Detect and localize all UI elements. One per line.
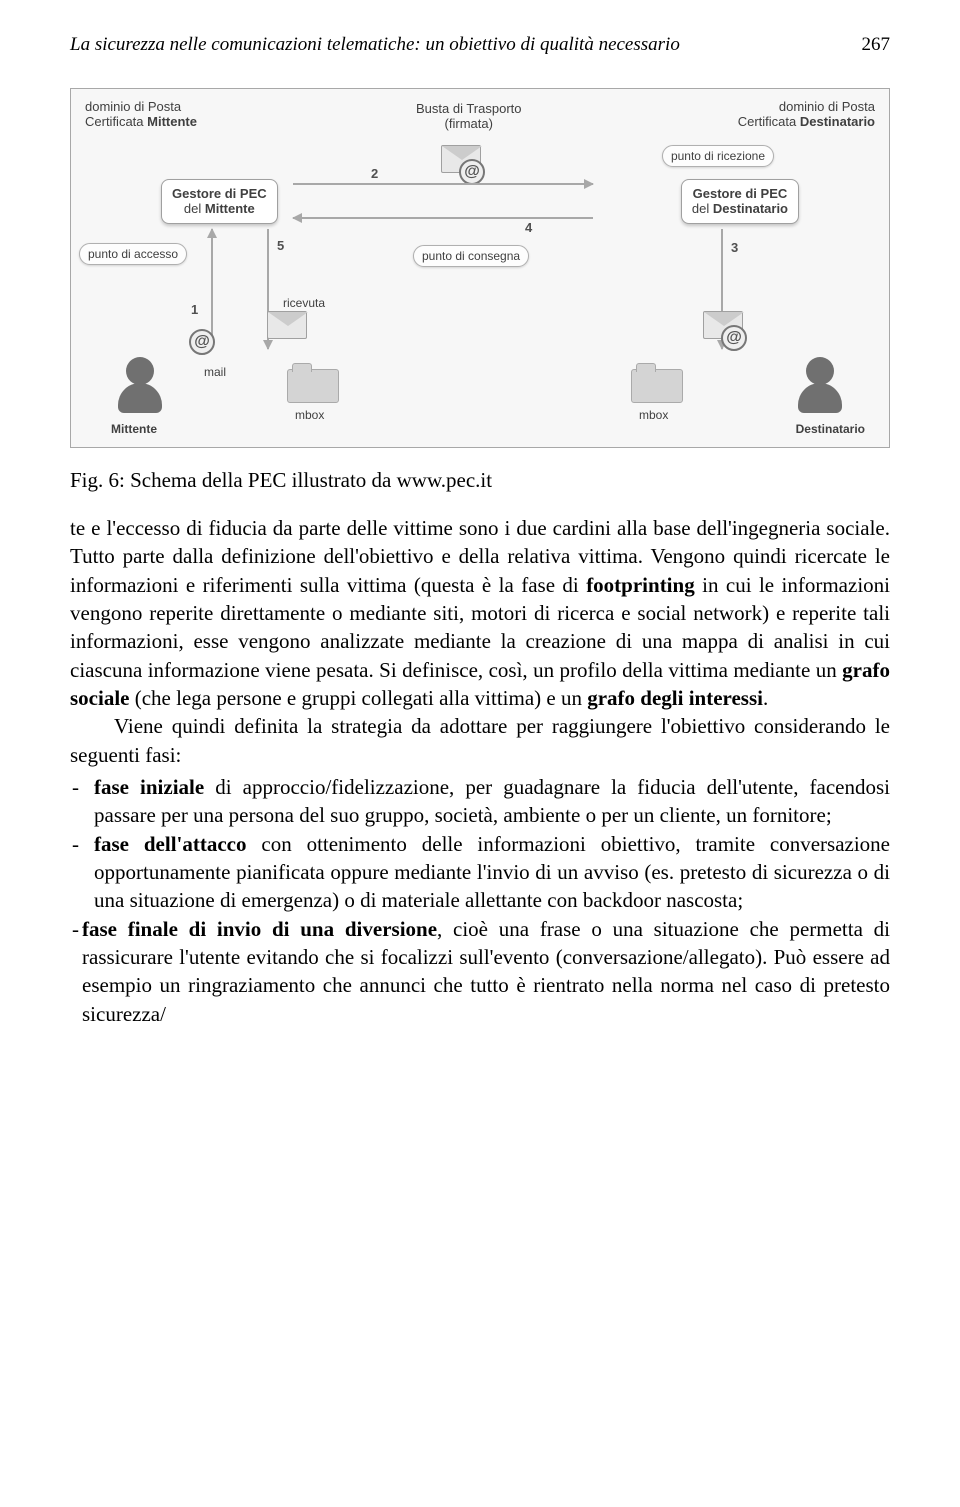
at-sign3-icon: @ — [721, 325, 747, 351]
step3-number: 3 — [731, 239, 738, 257]
mbox-left-label: mbox — [295, 407, 324, 423]
list-item: - fase iniziale di approccio/fidelizzazi… — [70, 773, 890, 830]
domain-sender-label: dominio di Posta Certificata Mittente — [85, 99, 197, 130]
step5-number: 5 — [277, 237, 284, 255]
paragraph-1: te e l'eccesso di fiducia da parte delle… — [70, 514, 890, 712]
pec-diagram: dominio di Posta Certificata Mittente do… — [70, 88, 890, 448]
domain-recipient-label: dominio di Posta Certificata Destinatari… — [738, 99, 875, 130]
phase-list: - fase iniziale di approccio/fidelizzazi… — [70, 773, 890, 1028]
step1-number: 1 — [191, 301, 198, 319]
bullet-dash: - — [70, 915, 82, 1028]
person-destinatario-icon — [795, 357, 845, 417]
page-number: 267 — [862, 32, 891, 58]
at-sign-icon: @ — [459, 159, 485, 185]
step4-number: 4 — [525, 219, 532, 237]
ricevuta-label: ricevuta — [283, 295, 325, 311]
destinatario-label: Destinatario — [796, 421, 865, 437]
gestore-destinatario-box: Gestore di PEC del Destinatario — [681, 179, 799, 224]
gestore-mittente-box: Gestore di PEC del Mittente — [161, 179, 278, 224]
running-title: La sicurezza nelle comunicazioni telemat… — [70, 32, 680, 58]
at-sign2-icon: @ — [189, 329, 215, 355]
punto-consegna-pill: punto di consegna — [413, 245, 529, 267]
arrow-step1 — [211, 229, 213, 349]
list-item: - fase dell'attacco con ottenimento dell… — [70, 830, 890, 915]
folder-destinatario-icon — [631, 369, 683, 403]
paragraph-2: Viene quindi definita la strategia da ad… — [70, 712, 890, 769]
page-header: La sicurezza nelle comunicazioni telemat… — [70, 32, 890, 58]
arrow-step4 — [293, 217, 593, 219]
folder-mittente-icon — [287, 369, 339, 403]
list-item: - fase finale di invio di una diversione… — [70, 915, 890, 1028]
punto-accesso-pill: punto di accesso — [79, 243, 187, 265]
step2-number: 2 — [371, 165, 378, 183]
envelope2-icon — [267, 311, 307, 339]
figure-caption: Fig. 6: Schema della PEC illustrato da w… — [70, 466, 890, 494]
arrow-step2 — [293, 183, 593, 185]
person-mittente-icon — [115, 357, 165, 417]
punto-ricezione-pill: punto di ricezione — [662, 145, 774, 167]
mbox-right-label: mbox — [639, 407, 668, 423]
bullet-dash: - — [70, 830, 94, 915]
mail-label: mail — [204, 364, 226, 380]
busta-label: Busta di Trasporto(firmata) — [416, 101, 522, 132]
mittente-label: Mittente — [111, 421, 157, 437]
bullet-dash: - — [70, 773, 94, 830]
